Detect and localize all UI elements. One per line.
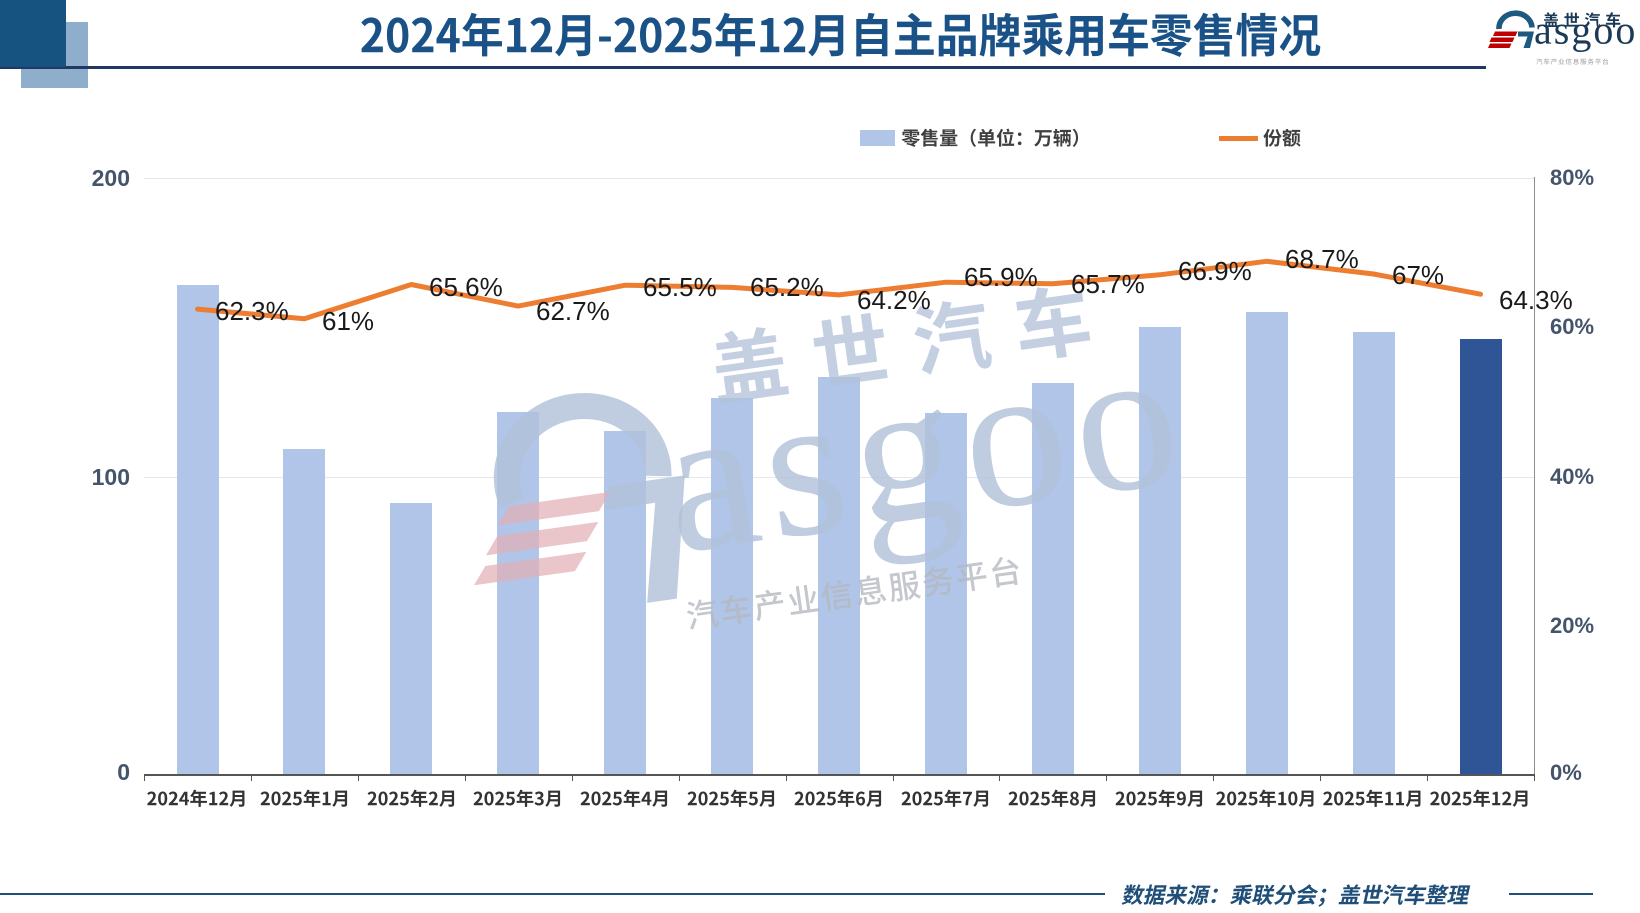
- svg-text:asgoo: asgoo: [1534, 8, 1637, 53]
